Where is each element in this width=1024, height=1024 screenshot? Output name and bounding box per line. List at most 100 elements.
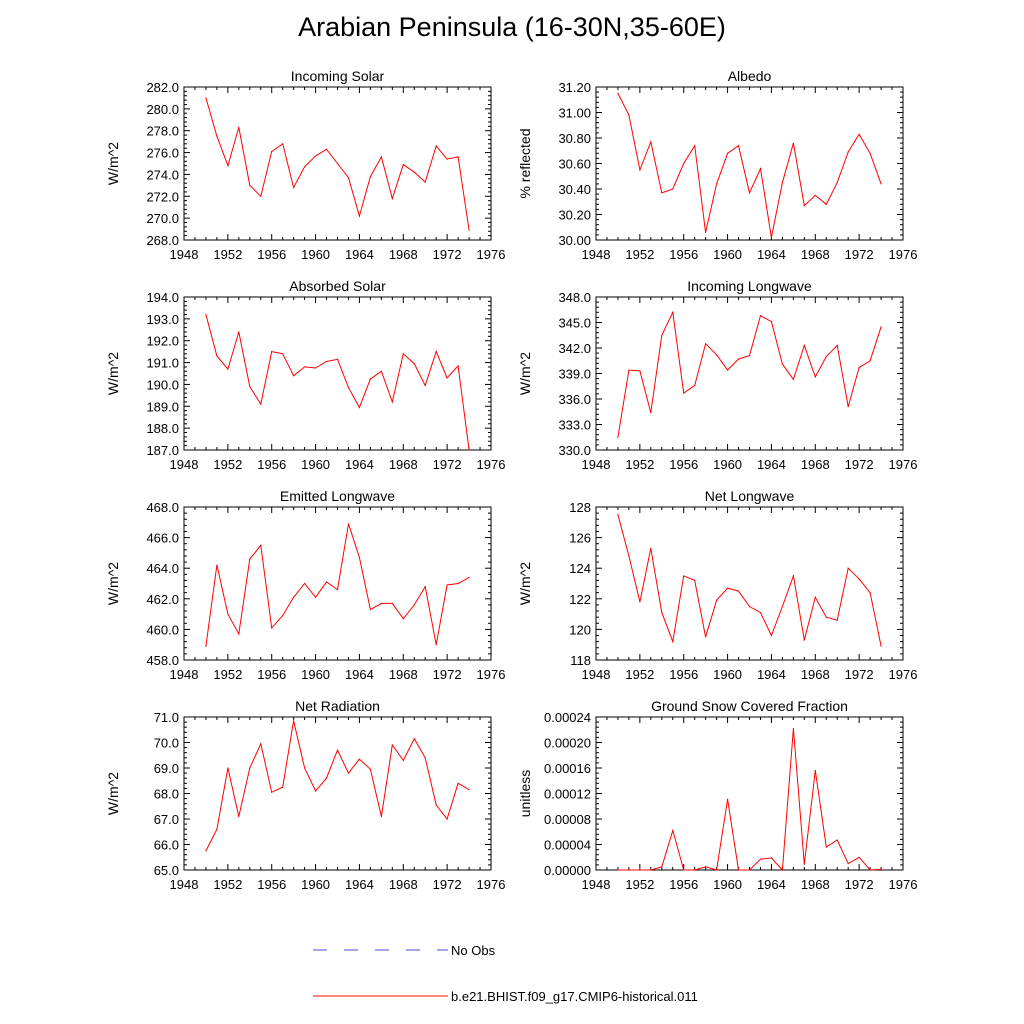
data-point — [369, 378, 371, 380]
y-tick-label: 274.0 — [146, 167, 179, 182]
data-point — [468, 229, 470, 231]
data-point — [727, 798, 729, 800]
y-tick-label: 0.00024 — [544, 710, 591, 725]
x-tick-label: 1956 — [669, 877, 698, 892]
data-point — [380, 156, 382, 158]
data-point — [216, 564, 218, 566]
data-point — [880, 326, 882, 328]
data-point — [858, 578, 860, 580]
data-point — [413, 171, 415, 173]
chart-title: Net Longwave — [705, 488, 795, 504]
data-point — [205, 850, 207, 852]
data-point — [814, 769, 816, 772]
x-tick-label: 1968 — [389, 457, 418, 472]
y-tick-label: 466.0 — [146, 531, 179, 546]
data-point — [836, 182, 838, 184]
chart-panels: Incoming Solar W/m^2 1948 1952 1956 1960 1964 1… — [105, 68, 917, 892]
data-point — [694, 869, 696, 871]
y-axis-label: W/m^2 — [105, 352, 121, 395]
data-point — [402, 164, 404, 166]
data-point — [315, 790, 317, 792]
y-tick-label: 333.0 — [558, 418, 591, 433]
data-point — [825, 846, 827, 848]
legend-label: No Obs — [451, 943, 496, 958]
data-point — [847, 863, 849, 865]
data-point — [803, 639, 805, 641]
data-point — [435, 644, 437, 646]
data-point — [282, 615, 284, 617]
y-tick-label: 0.00012 — [544, 787, 591, 802]
data-point — [825, 203, 827, 205]
data-point — [737, 590, 740, 592]
data-point — [216, 355, 218, 357]
data-point — [380, 370, 382, 372]
data-point — [413, 363, 415, 365]
x-tick-label: 1976 — [477, 247, 506, 262]
data-point — [271, 791, 273, 793]
y-tick-label: 30.00 — [558, 233, 591, 248]
y-tick-label: 187.0 — [146, 443, 179, 458]
data-point — [716, 354, 718, 356]
series-line — [617, 93, 882, 238]
data-point — [748, 605, 751, 608]
y-tick-label: 66.0 — [154, 838, 179, 853]
x-tick-label: 1952 — [625, 667, 654, 682]
x-tick-label: 1960 — [713, 667, 742, 682]
data-point — [216, 135, 218, 137]
data-point — [304, 767, 306, 769]
data-point — [293, 720, 295, 722]
data-point — [227, 767, 229, 769]
y-tick-label: 67.0 — [154, 812, 179, 827]
data-point — [446, 584, 448, 586]
x-tick-label: 1976 — [889, 457, 918, 472]
x-tick-label: 1964 — [757, 247, 786, 262]
data-point — [770, 321, 773, 323]
data-point — [617, 869, 619, 871]
x-tick-label: 1948 — [170, 247, 199, 262]
data-point — [336, 589, 339, 591]
data-point — [391, 602, 393, 605]
y-tick-label: 336.0 — [558, 392, 591, 407]
data-point — [858, 367, 860, 369]
x-tick-label: 1964 — [345, 247, 374, 262]
data-point — [315, 155, 317, 157]
data-point — [347, 387, 350, 389]
x-tick-label: 1952 — [213, 667, 242, 682]
y-tick-label: 464.0 — [146, 561, 179, 576]
data-point — [716, 599, 718, 601]
data-point — [446, 377, 448, 379]
data-point — [325, 148, 328, 150]
data-point — [457, 365, 459, 367]
data-point — [238, 815, 240, 818]
data-point — [694, 579, 696, 582]
data-point — [759, 612, 762, 614]
x-tick-label: 1964 — [757, 457, 786, 472]
data-point — [628, 555, 630, 557]
x-tick-label: 1960 — [713, 457, 742, 472]
data-point — [282, 143, 284, 145]
data-point — [683, 869, 685, 871]
data-point — [650, 412, 652, 414]
y-tick-label: 348.0 — [558, 290, 591, 305]
chart-title: Emitted Longwave — [280, 488, 395, 504]
y-tick-label: 0.00016 — [544, 761, 591, 776]
data-point — [650, 869, 652, 871]
data-point — [457, 782, 459, 784]
data-point — [260, 403, 262, 405]
data-point — [282, 786, 284, 788]
x-tick-label: 1952 — [625, 457, 654, 472]
y-tick-label: 30.40 — [558, 182, 591, 197]
x-tick-label: 1972 — [845, 457, 874, 472]
data-point — [869, 592, 871, 594]
data-point — [737, 869, 740, 871]
data-point — [781, 363, 784, 365]
y-tick-label: 282.0 — [146, 80, 179, 95]
chart-incoming-solar: Incoming Solar W/m^2 1948 1952 1956 1960 1964 1… — [105, 68, 505, 262]
y-tick-label: 462.0 — [146, 592, 179, 607]
x-tick-label: 1956 — [257, 457, 286, 472]
data-point — [836, 344, 838, 346]
x-tick-label: 1972 — [433, 247, 462, 262]
data-point — [770, 857, 773, 859]
x-tick-label: 1956 — [669, 667, 698, 682]
x-tick-label: 1964 — [757, 877, 786, 892]
